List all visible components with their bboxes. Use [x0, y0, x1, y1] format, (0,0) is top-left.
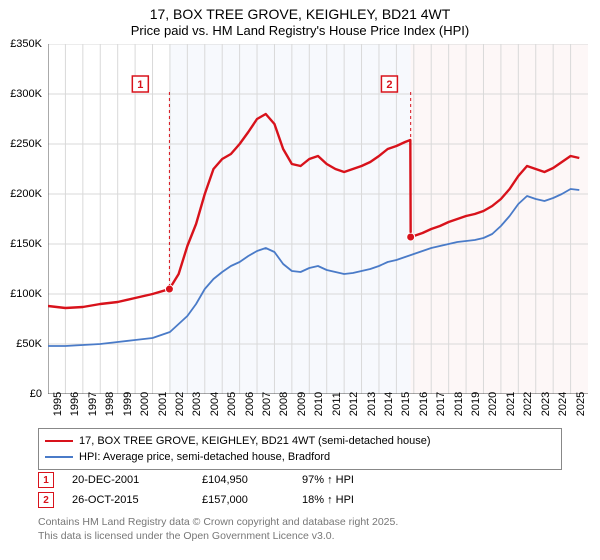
x-tick-label: 2003	[191, 392, 203, 416]
x-tick-label: 1998	[104, 392, 116, 416]
x-tick-label: 2000	[139, 392, 151, 416]
legend-swatch-hpi	[45, 456, 73, 458]
legend-swatch-subject	[45, 440, 73, 442]
svg-text:2: 2	[386, 79, 392, 91]
x-tick-label: 1996	[69, 392, 81, 416]
transaction-date: 26-OCT-2015	[72, 494, 202, 506]
transaction-price: £104,950	[202, 474, 302, 486]
x-tick-label: 2005	[226, 392, 238, 416]
x-tick-label: 1999	[122, 392, 134, 416]
x-tick-label: 2014	[383, 392, 395, 416]
x-tick-label: 2022	[522, 392, 534, 416]
x-tick-label: 2013	[366, 392, 378, 416]
legend-item-subject: 17, BOX TREE GROVE, KEIGHLEY, BD21 4WT (…	[45, 433, 555, 449]
chart-area: 12 £0£50K£100K£150K£200K£250K£300K£350K1…	[48, 44, 588, 394]
legend: 17, BOX TREE GROVE, KEIGHLEY, BD21 4WT (…	[38, 428, 562, 470]
x-tick-label: 2021	[505, 392, 517, 416]
x-tick-label: 2010	[313, 392, 325, 416]
transaction-row: 2 26-OCT-2015 £157,000 18% ↑ HPI	[38, 490, 562, 510]
x-tick-label: 2007	[261, 392, 273, 416]
x-tick-label: 2009	[296, 392, 308, 416]
footer-line2: This data is licensed under the Open Gov…	[38, 530, 398, 544]
transaction-pct: 18% ↑ HPI	[302, 494, 422, 506]
y-tick-label: £250K	[10, 138, 42, 150]
x-tick-label: 2015	[400, 392, 412, 416]
x-tick-label: 2004	[209, 392, 221, 416]
x-tick-label: 2018	[453, 392, 465, 416]
y-tick-label: £50K	[16, 338, 42, 350]
x-tick-label: 2024	[557, 392, 569, 416]
x-tick-label: 2012	[348, 392, 360, 416]
y-tick-label: £100K	[10, 288, 42, 300]
transaction-date: 20-DEC-2001	[72, 474, 202, 486]
x-tick-label: 2011	[331, 392, 343, 416]
x-tick-label: 2006	[244, 392, 256, 416]
transaction-marker-2: 2	[38, 492, 54, 508]
x-tick-label: 1997	[87, 392, 99, 416]
x-tick-label: 2025	[575, 392, 587, 416]
legend-label-subject: 17, BOX TREE GROVE, KEIGHLEY, BD21 4WT (…	[79, 435, 431, 447]
transaction-pct: 97% ↑ HPI	[302, 474, 422, 486]
footer-attribution: Contains HM Land Registry data © Crown c…	[38, 516, 398, 543]
x-tick-label: 2019	[470, 392, 482, 416]
x-tick-label: 2008	[278, 392, 290, 416]
x-tick-label: 2017	[435, 392, 447, 416]
legend-label-hpi: HPI: Average price, semi-detached house,…	[79, 451, 330, 463]
y-tick-label: £0	[30, 388, 42, 400]
x-tick-label: 1995	[52, 392, 64, 416]
y-tick-label: £200K	[10, 188, 42, 200]
y-tick-label: £150K	[10, 238, 42, 250]
footer-line1: Contains HM Land Registry data © Crown c…	[38, 516, 398, 530]
transaction-price: £157,000	[202, 494, 302, 506]
x-tick-label: 2001	[157, 392, 169, 416]
legend-item-hpi: HPI: Average price, semi-detached house,…	[45, 449, 555, 465]
transaction-row: 1 20-DEC-2001 £104,950 97% ↑ HPI	[38, 470, 562, 490]
y-tick-label: £300K	[10, 88, 42, 100]
chart-title-line1: 17, BOX TREE GROVE, KEIGHLEY, BD21 4WT	[0, 6, 600, 22]
x-tick-label: 2020	[487, 392, 499, 416]
x-tick-label: 2016	[418, 392, 430, 416]
svg-text:1: 1	[137, 79, 143, 91]
y-tick-label: £350K	[10, 38, 42, 50]
chart-title-line2: Price paid vs. HM Land Registry's House …	[0, 23, 600, 38]
x-tick-label: 2023	[540, 392, 552, 416]
transaction-marker-1: 1	[38, 472, 54, 488]
transactions-table: 1 20-DEC-2001 £104,950 97% ↑ HPI 2 26-OC…	[38, 470, 562, 510]
chart-svg: 12	[48, 44, 588, 394]
x-tick-label: 2002	[174, 392, 186, 416]
